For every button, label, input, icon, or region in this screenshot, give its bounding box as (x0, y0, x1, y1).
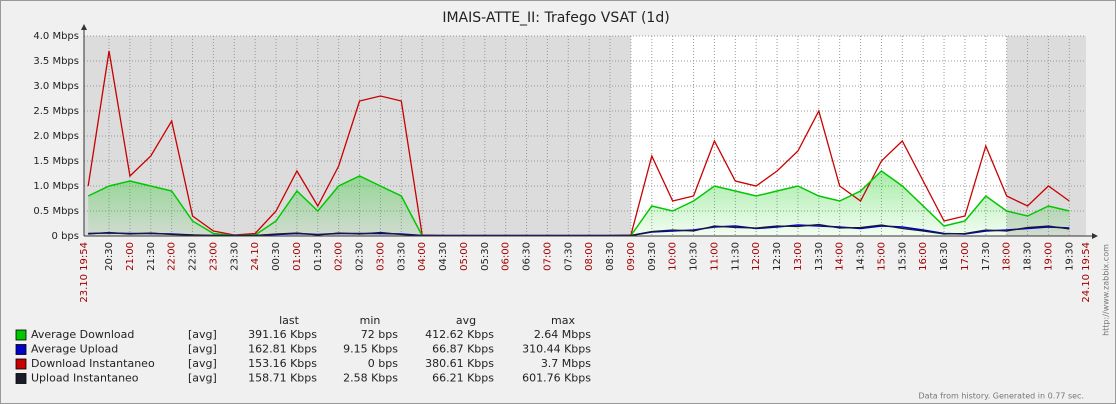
legend: last min avg max Average Download [avg] 391.16… (15, 314, 591, 385)
y-tick-label: 0 bps (52, 231, 79, 242)
x-tick-label: 18:00 (1002, 242, 1013, 271)
x-tick-label: 21:30 (146, 242, 157, 271)
x-tick-label: 01:30 (313, 242, 324, 271)
x-tick-label: 10:30 (689, 242, 700, 271)
legend-stat: 66.21 Kbps (432, 372, 494, 385)
x-tick-label: 03:30 (396, 242, 407, 271)
x-tick-label: 11:30 (730, 242, 741, 271)
x-tick-label: 12:30 (772, 242, 783, 271)
x-tick-label: 11:00 (709, 242, 720, 271)
legend-stat: 601.76 Kbps (522, 372, 591, 385)
legend-stat: 162.81 Kbps (248, 343, 317, 356)
area (88, 171, 1070, 236)
x-tick-label: 04:30 (438, 242, 449, 271)
x-tick-label: 08:30 (605, 242, 616, 271)
y-tick-label: 1.5 Mbps (33, 156, 79, 167)
legend-stat: 0 bps (368, 357, 398, 370)
y-tick-label: 4.0 Mbps (33, 31, 79, 42)
x-tick-label: 06:00 (501, 242, 512, 271)
x-tick-label: 17:00 (960, 242, 971, 271)
y-tick-label: 2.5 Mbps (33, 106, 79, 117)
y-tick-label: 1.0 Mbps (33, 181, 79, 192)
legend-label: Average Download (31, 328, 134, 341)
legend-stat: 72 bps (361, 328, 398, 341)
x-tick-label: 00:30 (271, 242, 282, 271)
y-arrow (81, 24, 87, 30)
legend-header: last (279, 314, 300, 327)
x-tick-label: 01:00 (292, 242, 303, 271)
legend-stat: 412.62 Kbps (425, 328, 494, 341)
x-tick-label: 05:30 (480, 242, 491, 271)
legend-stat: 158.71 Kbps (248, 372, 317, 385)
x-tick-label: 14:00 (835, 242, 846, 271)
x-tick-label: 03:00 (375, 242, 386, 271)
x-limit-label: 23.10 19:54 (79, 242, 90, 303)
y-tick-label: 3.0 Mbps (33, 81, 79, 92)
x-tick-label: 07:00 (542, 242, 553, 271)
x-tick-label: 24.10 (250, 242, 261, 271)
x-tick-label: 02:00 (334, 242, 345, 271)
x-tick-label: 13:30 (814, 242, 825, 271)
chart-title: IMAIS-ATTE_II: Trafego VSAT (1d) (442, 10, 669, 26)
x-arrow (1092, 233, 1098, 239)
x-tick-label: 19:00 (1043, 242, 1054, 271)
legend-swatch (15, 373, 27, 384)
x-tick-label: 14:30 (856, 242, 867, 271)
legend-stat: 2.64 Mbps (534, 328, 591, 341)
legend-swatch (15, 344, 27, 355)
x-tick-label: 13:00 (793, 242, 804, 271)
legend-func: [avg] (188, 372, 217, 385)
x-tick-label: 18:30 (1023, 242, 1034, 271)
legend-header: max (551, 314, 575, 327)
x-tick-label: 16:30 (939, 242, 950, 271)
x-tick-label: 21:00 (125, 242, 136, 271)
legend-swatch (15, 329, 27, 341)
legend-label: Download Instantaneo (31, 357, 155, 370)
legend-stat: 153.16 Kbps (248, 357, 317, 370)
legend-header: avg (456, 314, 476, 327)
x-tick-label: 22:00 (167, 242, 178, 271)
x-tick-label: 02:30 (355, 242, 366, 271)
plot: 0 bps 0.5 Mbps 1.0 Mbps 1.5 Mbps 2.0 Mbps 2.5… (33, 24, 1098, 303)
x-tick-label: 06:30 (522, 242, 533, 271)
x-tick-label: 17:30 (981, 242, 992, 271)
x-tick-label: 23:30 (229, 242, 240, 271)
x-tick-label: 05:00 (459, 242, 470, 271)
x-tick-label: 23:00 (208, 242, 219, 271)
footnote: Data from history. Generated in 0.77 sec… (919, 392, 1084, 401)
legend-swatch (15, 358, 27, 370)
x-tick-label: 12:00 (751, 242, 762, 271)
legend-stat: 380.61 Kbps (425, 357, 494, 370)
x-tick-label: 15:30 (897, 242, 908, 271)
x-tick-label: 15:00 (876, 242, 887, 271)
x-tick-label: 09:30 (647, 242, 658, 271)
legend-stat: 391.16 Kbps (248, 328, 317, 341)
legend-func: [avg] (188, 357, 217, 370)
x-tick-label: 22:30 (188, 242, 199, 271)
y-tick-label: 2.0 Mbps (33, 131, 79, 142)
legend-stat: 66.87 Kbps (432, 343, 494, 356)
x-tick-label: 07:30 (563, 242, 574, 271)
legend-func: [avg] (188, 328, 217, 341)
legend-stat: 2.58 Kbps (343, 372, 398, 385)
legend-header: min (360, 314, 381, 327)
legend-label: Upload Instantaneo (31, 372, 139, 385)
x-tick-label: 16:00 (918, 242, 929, 271)
watermark: http://www.zabbix.com (1102, 244, 1111, 336)
legend-label: Average Upload (31, 343, 118, 356)
x-tick-label: 09:00 (626, 242, 637, 271)
legend-stat: 310.44 Kbps (522, 343, 591, 356)
x-limit-label: 24.10 19:54 (1081, 242, 1092, 303)
x-tick-label: 04:00 (417, 242, 428, 271)
y-tick-label: 3.5 Mbps (33, 56, 79, 67)
x-tick-label: 19:30 (1064, 242, 1075, 271)
x-tick-label: 10:00 (668, 242, 679, 271)
legend-stat: 3.7 Mbps (541, 357, 591, 370)
legend-func: [avg] (188, 343, 217, 356)
y-tick-label: 0.5 Mbps (33, 206, 79, 217)
x-tick-label: 20:30 (104, 242, 115, 271)
x-tick-label: 08:00 (584, 242, 595, 271)
legend-stat: 9.15 Kbps (343, 343, 398, 356)
